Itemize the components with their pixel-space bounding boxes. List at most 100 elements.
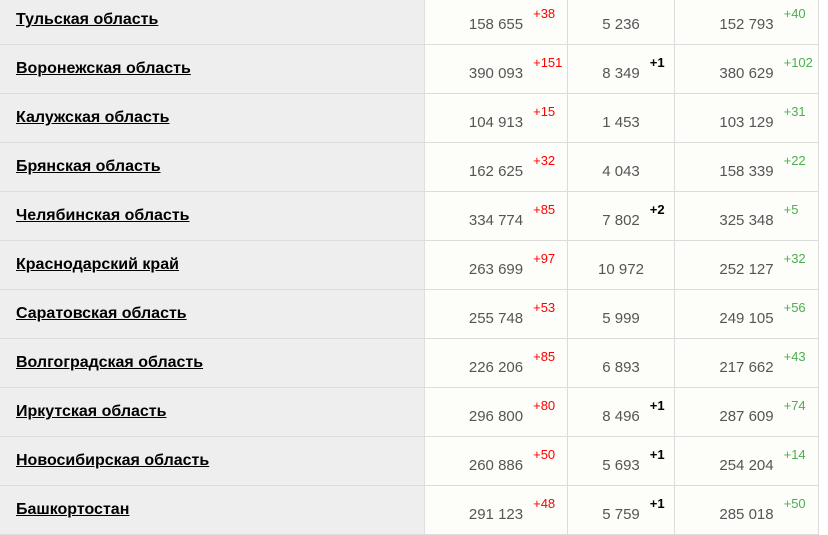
region-cell: Воронежская область — [0, 44, 425, 94]
cases-delta: +53 — [533, 299, 556, 315]
deaths-value: 8 349 +1 — [602, 55, 664, 82]
recovered-delta: +31 — [783, 103, 806, 119]
table-row: Воронежская область 390 093 +151 8 349 +1 380… — [0, 44, 819, 94]
deaths-value: 4 043 — [602, 163, 640, 180]
deaths-cell: 5 693 +1 — [567, 436, 675, 486]
recovered-cell: 249 105 +56 — [674, 289, 819, 339]
deaths-delta: +1 — [649, 495, 665, 511]
recovered-delta: +102 — [783, 54, 813, 70]
recovered-text: 103 129 — [719, 113, 774, 131]
cases-text: 226 206 — [468, 358, 524, 376]
table-row: Краснодарский край 263 699 +97 10 972 252 12… — [0, 240, 819, 290]
recovered-delta: +32 — [783, 250, 806, 266]
deaths-cell: 7 802 +2 — [567, 191, 675, 241]
deaths-cell: 8 496 +1 — [567, 387, 675, 437]
region-link[interactable]: Башкортостан — [16, 501, 130, 518]
recovered-cell: 152 793 +40 — [674, 0, 819, 45]
region-cell: Волгоградская область — [0, 338, 425, 388]
cases-value: 158 655 +38 — [469, 6, 555, 33]
table-row: Саратовская область 255 748 +53 5 999 249 10… — [0, 289, 819, 339]
region-link[interactable]: Волгоградская область — [16, 354, 204, 371]
region-link[interactable]: Воронежская область — [16, 60, 191, 77]
recovered-delta: +43 — [783, 348, 806, 364]
deaths-text: 4 043 — [602, 162, 640, 180]
recovered-delta: +50 — [783, 495, 806, 511]
recovered-value: 380 629 +102 — [719, 55, 813, 82]
table-row: Волгоградская область 226 206 +85 6 893 217 … — [0, 338, 819, 388]
recovered-cell: 252 127 +32 — [674, 240, 819, 290]
cases-cell: 263 699 +97 — [424, 240, 568, 290]
cases-value: 255 748 +53 — [468, 300, 555, 327]
cases-cell: 255 748 +53 — [424, 289, 568, 339]
cases-text: 334 774 — [468, 211, 524, 229]
cases-text: 263 699 — [468, 260, 524, 278]
cases-cell: 226 206 +85 — [424, 338, 568, 388]
deaths-cell: 5 236 — [567, 0, 675, 45]
recovered-value: 249 105 +56 — [719, 300, 805, 327]
deaths-value: 1 453 — [602, 114, 640, 131]
deaths-value: 5 236 — [602, 16, 640, 33]
deaths-text: 6 893 — [602, 358, 640, 376]
cases-text: 260 886 — [468, 456, 524, 474]
region-link[interactable]: Краснодарский край — [16, 256, 179, 273]
table-row: Башкортостан 291 123 +48 5 759 +1 285 018 +50 — [0, 485, 819, 535]
cases-value: 390 093 +151 — [469, 55, 563, 82]
cases-value: 104 913 +15 — [468, 104, 555, 131]
cases-cell: 291 123 +48 — [424, 485, 568, 535]
region-link[interactable]: Саратовская область — [16, 305, 187, 322]
deaths-text: 5 236 — [602, 15, 640, 33]
cases-delta: +50 — [533, 446, 556, 462]
cases-text: 291 123 — [468, 505, 524, 523]
cases-text: 296 800 — [468, 407, 524, 425]
region-link[interactable]: Тульская область — [16, 11, 159, 28]
recovered-delta: +74 — [783, 397, 806, 413]
region-link[interactable]: Брянская область — [16, 158, 161, 175]
recovered-cell: 254 204 +14 — [674, 436, 819, 486]
region-link[interactable]: Челябинская область — [16, 207, 190, 224]
deaths-delta: +1 — [649, 54, 665, 70]
recovered-value: 252 127 +32 — [719, 251, 805, 278]
deaths-text: 5 759 — [602, 505, 640, 523]
cases-cell: 162 625 +32 — [424, 142, 568, 192]
recovered-value: 158 339 +22 — [719, 153, 805, 180]
recovered-text: 325 348 — [719, 211, 774, 229]
recovered-text: 252 127 — [719, 260, 774, 278]
recovered-text: 380 629 — [719, 64, 774, 82]
cases-delta: +48 — [533, 495, 556, 511]
region-cell: Краснодарский край — [0, 240, 425, 290]
cases-text: 104 913 — [468, 113, 524, 131]
recovered-cell: 287 609 +74 — [674, 387, 819, 437]
cases-text: 255 748 — [468, 309, 524, 327]
deaths-value: 8 496 +1 — [602, 398, 664, 425]
recovered-value: 285 018 +50 — [719, 496, 805, 523]
region-cell: Новосибирская область — [0, 436, 425, 486]
region-cell: Башкортостан — [0, 485, 425, 535]
deaths-value: 5 693 +1 — [602, 447, 664, 474]
recovered-text: 152 793 — [719, 15, 774, 33]
region-link[interactable]: Иркутская область — [16, 403, 167, 420]
recovered-cell: 217 662 +43 — [674, 338, 819, 388]
table-row: Иркутская область 296 800 +80 8 496 +1 287 60… — [0, 387, 819, 437]
cases-cell: 296 800 +80 — [424, 387, 568, 437]
region-link[interactable]: Новосибирская область — [16, 452, 210, 469]
deaths-text: 7 802 — [602, 211, 640, 229]
region-link[interactable]: Калужская область — [16, 109, 170, 126]
cases-cell: 104 913 +15 — [424, 93, 568, 143]
recovered-text: 285 018 — [719, 505, 774, 523]
recovered-value: 325 348 +5 — [719, 202, 798, 229]
cases-delta: +15 — [533, 103, 556, 119]
recovered-text: 254 204 — [719, 456, 774, 474]
deaths-cell: 6 893 — [567, 338, 675, 388]
recovered-cell: 325 348 +5 — [674, 191, 819, 241]
deaths-value: 6 893 — [602, 359, 640, 376]
recovered-value: 287 609 +74 — [719, 398, 805, 425]
region-cell: Иркутская область — [0, 387, 425, 437]
recovered-cell: 158 339 +22 — [674, 142, 819, 192]
region-cell: Тульская область — [0, 0, 425, 45]
recovered-text: 217 662 — [719, 358, 774, 376]
table-row: Тульская область 158 655 +38 5 236 152 793 +4… — [0, 0, 819, 45]
cases-value: 263 699 +97 — [468, 251, 555, 278]
recovered-value: 254 204 +14 — [719, 447, 805, 474]
cases-delta: +32 — [533, 152, 556, 168]
